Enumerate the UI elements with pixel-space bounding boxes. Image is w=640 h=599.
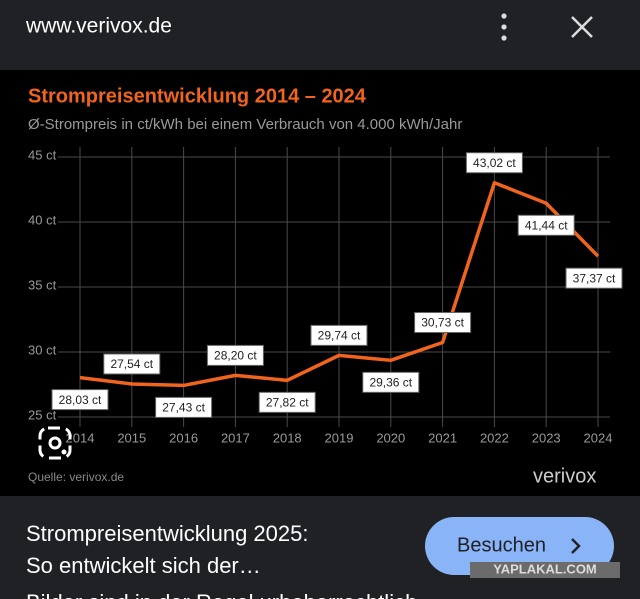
caption-line: Strompreisentwicklung 2025: <box>26 521 308 546</box>
value-label: 37,37 ct <box>573 271 616 285</box>
chart-image[interactable] <box>0 70 640 496</box>
chart-title: Strompreisentwicklung 2014 – 2024 <box>28 85 367 107</box>
lens-icon[interactable] <box>38 426 72 460</box>
close-button[interactable] <box>571 16 593 38</box>
value-label-box <box>103 353 161 375</box>
value-label-box <box>258 391 316 413</box>
value-label-box <box>565 267 623 289</box>
plot: 25 ct 30 ct 35 ct 40 ct 45 ct 2014 2015 2016 201… <box>28 147 623 445</box>
value-label: 29,74 ct <box>318 329 361 343</box>
value-label-box <box>310 324 368 346</box>
value-label: 27,54 ct <box>110 357 153 371</box>
value-label: 27,43 ct <box>162 401 205 415</box>
value-label: 43,02 ct <box>473 156 516 170</box>
x-tick-label: 2017 <box>221 430 250 445</box>
value-label-box <box>206 344 264 366</box>
y-tick-label: 40 ct <box>28 212 57 227</box>
value-label-box <box>414 312 472 334</box>
y-tick-label: 30 ct <box>28 342 57 357</box>
x-tick-label: 2021 <box>428 430 457 445</box>
value-label: 28,03 ct <box>59 393 102 407</box>
value-label-box <box>155 396 213 418</box>
logo: verivox <box>533 465 596 487</box>
value-label-box <box>517 214 575 236</box>
y-tick-label: 45 ct <box>28 147 57 162</box>
value-label: 27,82 ct <box>266 396 309 410</box>
caption-line: So entwickelt sich der… <box>26 553 261 578</box>
footer-text: Bilder sind in der Regel urheberrechtlic… <box>26 590 417 599</box>
value-label-box <box>362 371 420 393</box>
chart-subtitle: Ø-Strompreis in ct/kWh bei einem Verbrau… <box>28 116 462 133</box>
x-tick-label: 2016 <box>169 430 198 445</box>
watermark: YAPLAKAL.COM <box>493 561 597 576</box>
button-label[interactable]: Besuchen <box>457 534 546 556</box>
value-label: 29,36 ct <box>369 375 412 389</box>
x-tick-label: 2023 <box>532 430 561 445</box>
value-label: 28,20 ct <box>214 349 257 363</box>
data-line <box>79 180 600 388</box>
value-label-box <box>51 389 109 411</box>
x-tick-label: 2020 <box>376 430 405 445</box>
value-label: 30,73 ct <box>421 316 464 330</box>
url: www.verivox.de <box>25 15 172 38</box>
menu-button[interactable] <box>501 13 507 41</box>
x-tick-label: 2019 <box>325 430 354 445</box>
x-tick-label: 2014 <box>66 430 95 445</box>
value-label-box <box>465 152 523 174</box>
x-tick-label: 2018 <box>273 430 302 445</box>
x-tick-label: 2024 <box>584 430 613 445</box>
x-tick-label: 2015 <box>117 430 146 445</box>
y-tick-label: 25 ct <box>28 407 57 422</box>
x-tick-label: 2022 <box>480 430 509 445</box>
y-tick-label: 35 ct <box>28 277 57 292</box>
watermark-box <box>470 562 620 578</box>
chart-source: Quelle: verivox.de <box>28 470 124 484</box>
visit-button[interactable]: Besuchen <box>425 517 614 575</box>
value-label: 41,44 ct <box>525 218 568 232</box>
